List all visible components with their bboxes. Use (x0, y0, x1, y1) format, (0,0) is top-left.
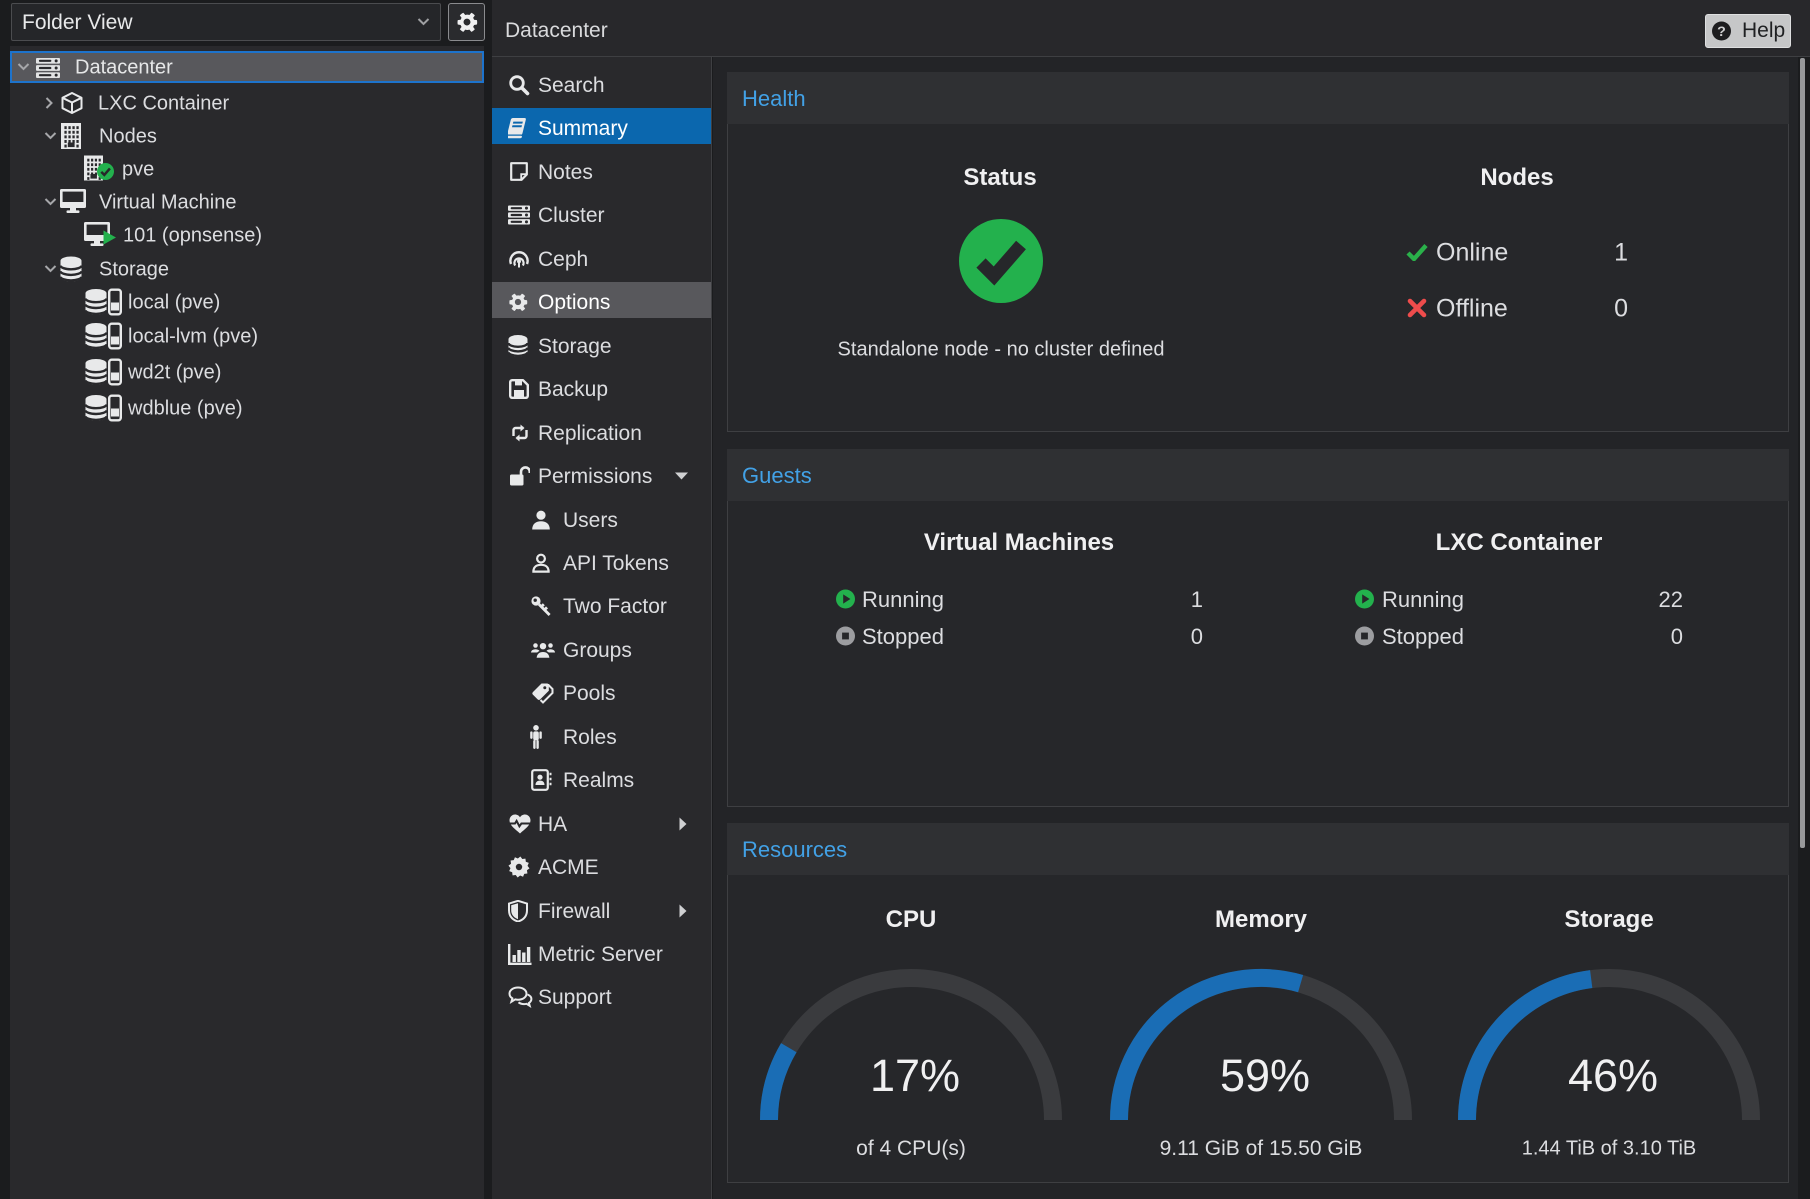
svg-text:?: ? (1717, 24, 1726, 40)
